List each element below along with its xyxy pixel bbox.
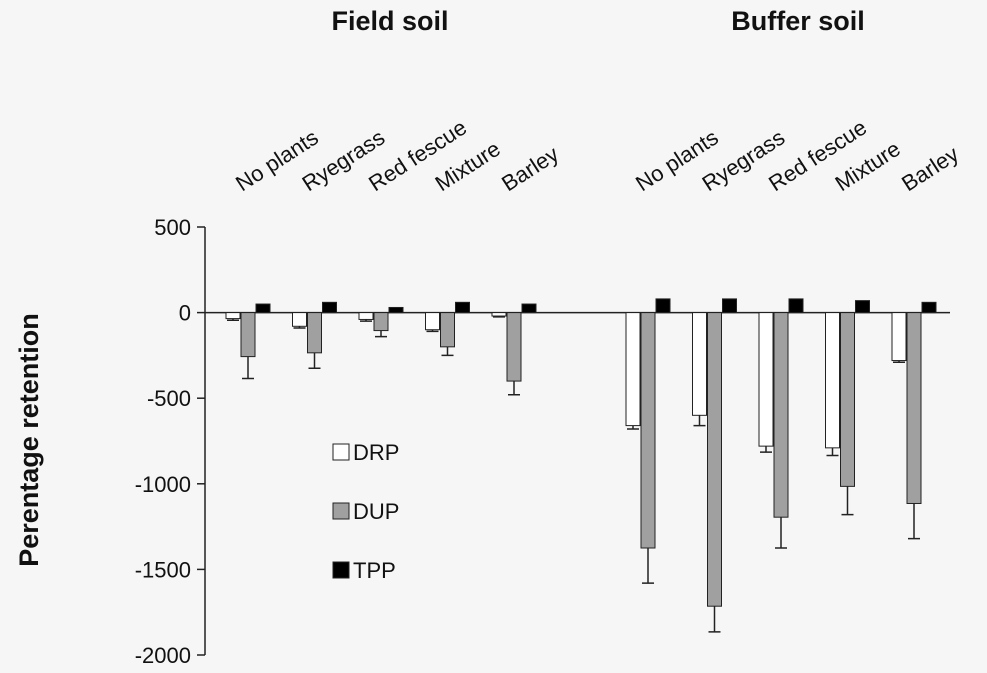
error-bar xyxy=(693,415,706,427)
y-tick-label: 500 xyxy=(154,215,191,240)
group-label: Field soil xyxy=(331,6,448,36)
error-bar xyxy=(708,606,721,633)
bar xyxy=(440,312,455,348)
error-bar xyxy=(841,486,854,516)
bar xyxy=(825,312,840,449)
legend-swatch xyxy=(332,561,350,579)
bar xyxy=(240,312,256,358)
group-label: Buffer soil xyxy=(731,6,865,36)
y-tick-label: -1500 xyxy=(135,557,191,582)
error-bar xyxy=(508,381,520,396)
bar xyxy=(373,312,389,332)
y-tick-label: 0 xyxy=(179,301,191,326)
error-bar xyxy=(375,330,387,338)
y-tick-label: -1000 xyxy=(135,472,191,497)
y-axis-label: Perentage retention xyxy=(14,313,44,567)
bar xyxy=(307,312,322,354)
bar xyxy=(506,312,522,382)
error-bar xyxy=(242,356,254,380)
legend-label: TPP xyxy=(353,558,396,583)
legend-label: DUP xyxy=(353,499,399,524)
error-bar xyxy=(441,346,454,357)
bar xyxy=(640,312,656,549)
bar xyxy=(906,312,922,504)
bar xyxy=(358,312,374,320)
legend-label: DRP xyxy=(353,440,399,465)
y-tick-label: -500 xyxy=(147,386,191,411)
bar xyxy=(322,301,337,314)
legend-swatch xyxy=(332,443,350,461)
bar xyxy=(388,306,404,314)
x-tick-label: Barley xyxy=(497,141,563,196)
bar xyxy=(692,312,707,416)
bar xyxy=(840,312,855,487)
bar xyxy=(521,303,537,314)
bar xyxy=(292,312,307,327)
bar xyxy=(855,300,870,314)
bar xyxy=(225,312,241,320)
bar xyxy=(255,303,271,314)
error-bar xyxy=(642,548,654,584)
bar xyxy=(425,312,440,331)
error-bar xyxy=(826,447,839,457)
bar xyxy=(707,312,722,607)
bar xyxy=(891,312,907,362)
bar xyxy=(722,298,737,314)
error-bar xyxy=(775,517,787,549)
x-tick-label: Barley xyxy=(897,141,963,196)
legend-swatch xyxy=(332,502,350,520)
bar xyxy=(773,312,789,518)
bar xyxy=(455,301,470,314)
error-bar xyxy=(627,425,639,430)
bar xyxy=(788,298,804,314)
bar xyxy=(655,298,671,314)
bar xyxy=(625,312,641,427)
error-bar xyxy=(760,446,772,453)
error-bar xyxy=(908,503,920,540)
error-bar xyxy=(308,352,321,369)
y-tick-label: -2000 xyxy=(135,643,191,668)
bar xyxy=(921,301,937,314)
bar xyxy=(758,312,774,447)
bar xyxy=(491,312,507,317)
